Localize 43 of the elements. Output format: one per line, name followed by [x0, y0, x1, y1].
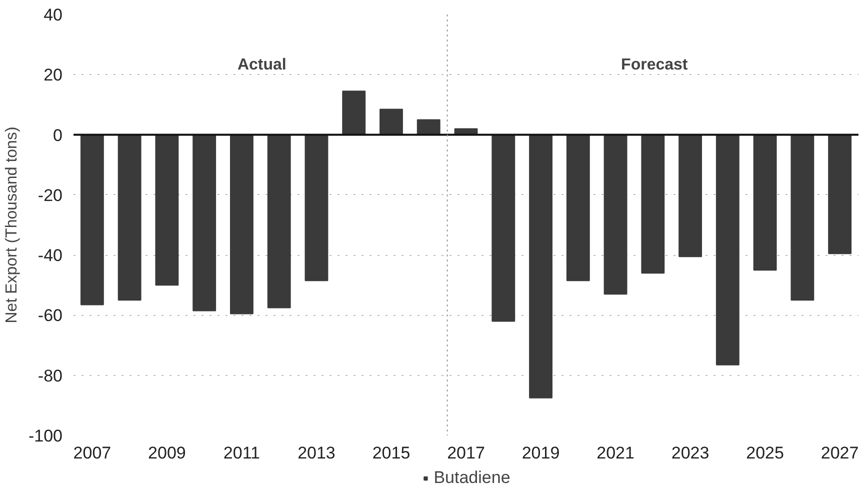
y-tick-label: -80 — [38, 366, 63, 386]
bar — [155, 134, 179, 286]
bar — [604, 134, 628, 295]
x-tick-label: 2011 — [223, 444, 260, 462]
x-tick-label: 2009 — [148, 444, 186, 462]
x-tick-label: 2017 — [447, 444, 485, 462]
bar — [230, 134, 254, 314]
bar — [192, 134, 216, 312]
x-tick-label: 2027 — [820, 444, 859, 462]
y-tick-label: -20 — [38, 186, 63, 205]
y-axis-title: Net Export (Thousand tons) — [3, 126, 20, 324]
bar — [641, 134, 665, 274]
bar — [342, 90, 366, 136]
bar — [678, 134, 702, 258]
x-tick-label: 2007 — [73, 444, 112, 462]
bar — [380, 108, 403, 136]
bar — [492, 134, 516, 322]
y-tick-label: 40 — [44, 6, 63, 24]
annotation: Forecast — [621, 56, 688, 74]
y-tick-label: 0 — [53, 126, 63, 145]
bar — [790, 134, 814, 301]
bar — [753, 134, 777, 271]
bar — [118, 134, 142, 301]
bar — [529, 134, 552, 398]
bar — [828, 134, 852, 254]
bar — [566, 134, 590, 282]
bar — [304, 134, 328, 282]
bar — [716, 134, 740, 366]
x-tick-label: 2021 — [596, 444, 634, 462]
bar — [416, 119, 440, 136]
x-tick-label: 2015 — [372, 444, 410, 462]
bar — [80, 134, 104, 306]
y-tick-label: -100 — [28, 426, 63, 446]
x-tick-label: 2019 — [522, 444, 560, 462]
y-tick-label: -40 — [38, 246, 63, 266]
bar — [267, 134, 291, 308]
legend-label: Butadiene — [434, 468, 510, 488]
y-tick-label: 20 — [44, 66, 63, 85]
annotation: Actual — [237, 56, 286, 74]
y-tick-label: -60 — [38, 306, 63, 326]
x-tick-label: 2025 — [746, 444, 784, 462]
x-tick-label: 2013 — [298, 444, 336, 462]
x-tick-label: 2023 — [671, 444, 710, 462]
